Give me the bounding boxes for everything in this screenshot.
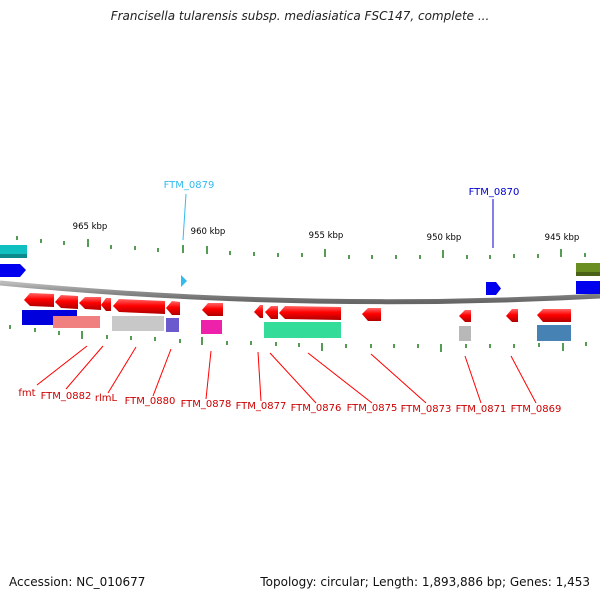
- block-steelblue-ftm0869: [537, 325, 571, 341]
- gene-label-ftm0873: FTM_0873: [401, 404, 452, 415]
- block-gray-ftm0871: [459, 326, 471, 341]
- feature-cyan-left-shade: [0, 254, 27, 258]
- feature-olive-right-shade: [576, 272, 600, 276]
- gene-label-rlml: rlmL: [95, 393, 118, 404]
- ruler-label-950kbp: 950 kbp: [427, 233, 462, 243]
- gene-arrow-ftm0882: [55, 295, 78, 309]
- genome-backbone: [0, 280, 600, 305]
- gene-arrow-blue-right: [576, 281, 600, 294]
- gene-label-ftm0882: FTM_0882: [41, 391, 92, 402]
- ruler-tick-lower: [9, 325, 587, 352]
- gene-arrow-ftm0878: [202, 303, 223, 316]
- top-callouts: FTM_0879 FTM_0870: [164, 180, 520, 248]
- ruler-label-945kbp: 945 kbp: [545, 233, 580, 243]
- gene-arrow-ftm0871: [459, 310, 471, 322]
- accession-text: Accession: NC_010677: [9, 575, 146, 589]
- gene-label-fmt: fmt: [18, 388, 35, 399]
- ruler-label-955kbp: 955 kbp: [309, 231, 344, 241]
- ruler-label-965kbp: 965 kbp: [73, 222, 108, 232]
- gene-arrow-ftm0879-r: [166, 301, 180, 315]
- gene-label-ftm0878: FTM_0878: [181, 399, 232, 410]
- red-genes: [24, 293, 571, 322]
- gene-arrow-rlml: [79, 297, 101, 310]
- block-purple: [166, 318, 179, 332]
- block-magenta-ftm0878: [201, 320, 222, 334]
- gene-arrow-ftm0876a: [265, 306, 278, 319]
- ruler-tick-minor: [16, 236, 586, 259]
- annotation-blocks: [22, 310, 571, 341]
- block-green-ftm0876: [264, 322, 341, 338]
- gene-arrow-ftm0880: [113, 299, 165, 314]
- gene-arrow-fmt: [24, 293, 54, 307]
- gene-label-ftm0875: FTM_0875: [347, 403, 398, 414]
- block-gray-ftm0880: [112, 316, 164, 331]
- gene-arrow-blue-left: [0, 264, 26, 277]
- callout-line-ftm0879: [182, 193, 187, 241]
- gene-arrow-ftm0879: [181, 275, 187, 287]
- gene-label-ftm0869: FTM_0869: [511, 404, 562, 415]
- map-title: Francisella tularensis subsp. mediasiati…: [110, 9, 490, 23]
- callout-label-ftm0870: FTM_0870: [469, 187, 520, 198]
- ruler-tick-major: [87, 239, 562, 258]
- genome-summary-text: Topology: circular; Length: 1,893,886 bp…: [260, 575, 590, 589]
- gene-arrow-ftm0873: [362, 308, 381, 321]
- gene-labels: fmt FTM_0882 rlmL FTM_0880 FTM_0878 FTM_…: [18, 388, 561, 415]
- ruler-ticks: [9, 236, 587, 352]
- ruler-labels: 965 kbp 960 kbp 955 kbp 950 kbp 945 kbp: [73, 222, 580, 243]
- gene-arrow-ftm0870: [486, 282, 501, 295]
- gene-label-ftm0876: FTM_0876: [291, 403, 342, 414]
- ruler-label-960kbp: 960 kbp: [191, 227, 226, 237]
- gene-label-ftm0880: FTM_0880: [125, 396, 176, 407]
- gene-arrow-ftm0871b: [506, 309, 518, 322]
- gene-leader-lines: [36, 345, 537, 404]
- gene-arrow-ftm0869: [537, 309, 571, 322]
- block-pink-ftm0882: [53, 316, 100, 328]
- callout-label-ftm0879: FTM_0879: [164, 180, 215, 191]
- upper-features: [0, 245, 600, 295]
- gene-arrow-ftm0876: [279, 306, 341, 320]
- gene-label-ftm0877: FTM_0877: [236, 401, 287, 412]
- gene-arrow-small: [101, 298, 111, 311]
- gene-label-ftm0871: FTM_0871: [456, 404, 507, 415]
- gene-arrow-ftm0877: [254, 305, 263, 318]
